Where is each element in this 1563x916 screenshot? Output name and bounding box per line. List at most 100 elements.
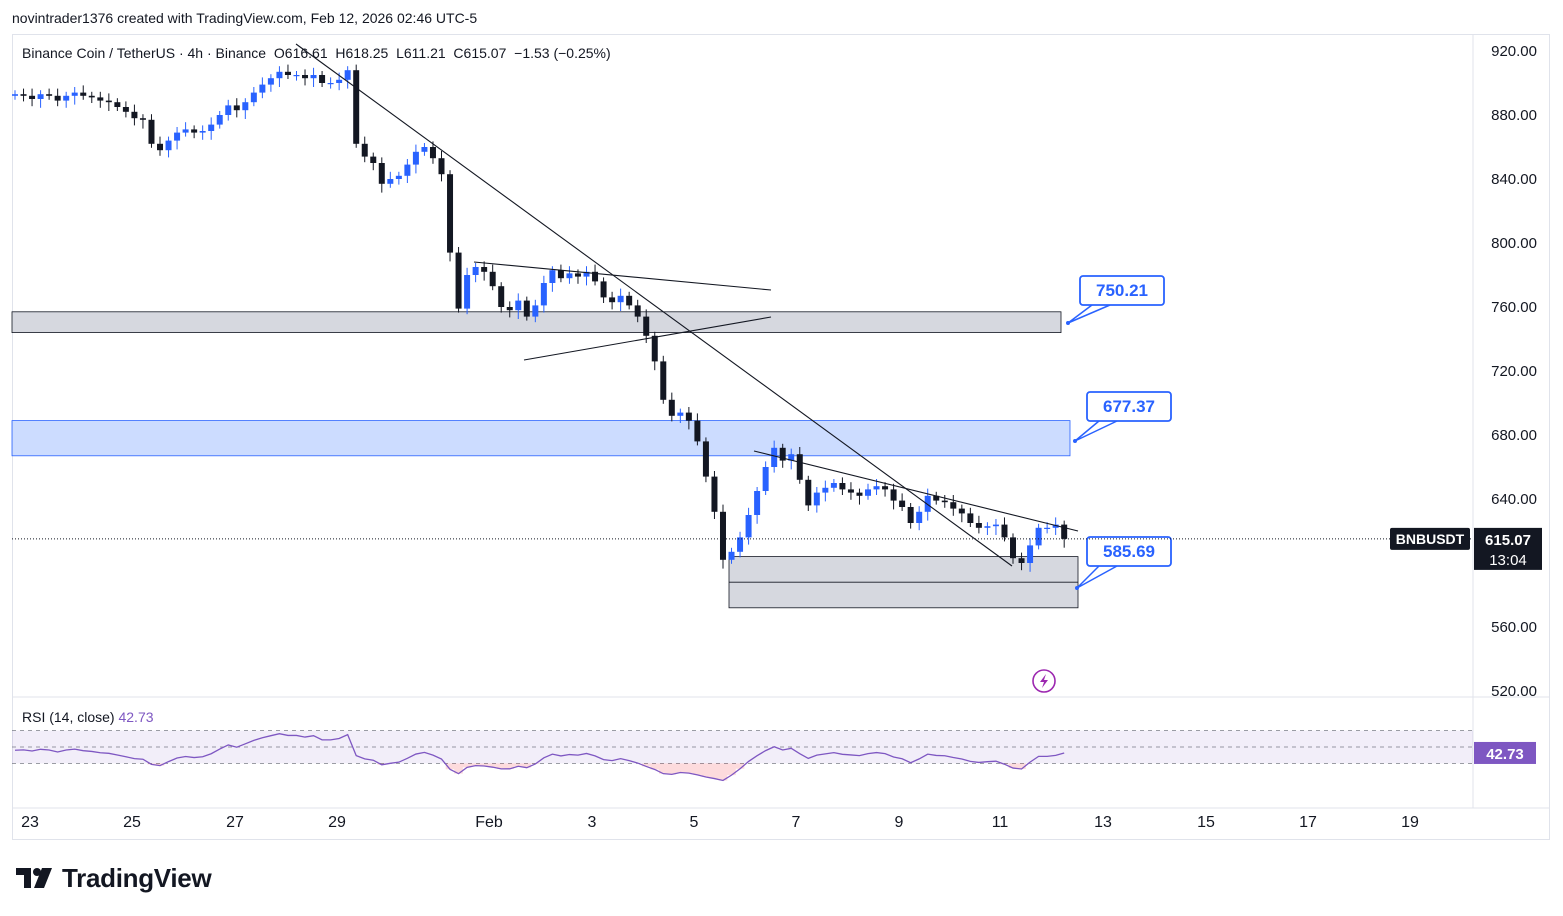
candle-body [174,132,181,141]
candle-body [105,100,112,103]
candle-body [395,175,402,179]
candles-layer [12,64,1068,572]
candle-body [114,102,121,107]
candle-body [685,412,692,421]
callout-box [1079,275,1165,306]
candle-body [225,105,232,115]
candle-body [71,92,78,96]
callout-anchor [1073,439,1077,443]
candle-body [88,95,95,98]
price-axis[interactable]: 920.00 880.00 840.00 800.00 760.00 720.00 680.… [1491,43,1537,700]
rsi-layer [12,730,1473,782]
candle-body [182,129,189,133]
triangle-upper-line [473,261,772,291]
price-badge: 615.07 13:04 [1474,527,1542,570]
callout-pointer [1074,420,1118,442]
candle-body [472,267,479,275]
candle-body [788,454,795,461]
tradingview-logo-icon [16,868,52,888]
candle-body [199,131,206,133]
lightning-icon[interactable] [1032,669,1056,693]
candle-body [515,300,522,311]
candle-body [387,179,394,184]
candle-body [540,283,547,306]
candle-body [737,537,744,552]
candle-body [216,115,223,125]
candle-body [12,94,18,96]
candle-body [404,164,411,176]
downtrend-line [295,43,1013,567]
candle-body [924,495,931,512]
callout-pointer [1067,304,1111,324]
rsi-badge: 42.73 [1474,741,1536,764]
candle-body [549,270,556,283]
candle-body [1052,524,1059,528]
rsi-oversold-fill [147,763,1026,781]
time-tick-label: 7 [792,814,801,831]
tradingview-logo[interactable]: TradingView [16,863,212,893]
candle-body [950,502,957,509]
price-tick-label: 640.00 [1491,491,1537,508]
candle-body [839,483,846,490]
ticker-label: BNBUSDT [1396,531,1465,547]
callout-price-label: 585.69 [1103,542,1155,561]
time-tick-label: 13 [1094,814,1112,831]
candle-body [856,492,863,496]
candle-body [899,500,906,507]
candle-body [46,94,53,96]
candle-body [344,70,351,80]
callout-price-label: 677.37 [1103,397,1155,416]
rsi-legend[interactable]: RSI (14, close) 42.73 [22,709,154,725]
candle-body [574,273,581,277]
price-tick-label: 800.00 [1491,235,1537,252]
candle-body [1035,527,1042,546]
candle-body [609,297,616,303]
candle-body [958,508,965,514]
candle-body [353,70,360,144]
price-tick-label: 840.00 [1491,171,1537,188]
candle-body [1010,537,1017,559]
candle-body [813,492,820,506]
candle-body [822,487,829,493]
candle-body [532,305,539,317]
candle-body [660,361,667,400]
price-tick-label: 520.00 [1491,683,1537,700]
candle-body [412,151,419,165]
time-tick-label: 3 [588,814,597,831]
candle-body [1018,558,1025,563]
candle-body [464,275,471,309]
symbol-title: Binance Coin / TetherUS · 4h · Binance [22,45,267,61]
candle-body [63,95,70,101]
candle-body [617,295,624,303]
rsi-title: RSI (14, close) [22,709,115,725]
time-tick-label: 17 [1299,814,1317,831]
candle-body [933,495,940,501]
symbol-legend[interactable]: Binance Coin / TetherUS · 4h · Binance O… [22,45,611,61]
price-tick-label: 760.00 [1491,299,1537,316]
candle-body [634,305,641,317]
candle-body [131,111,138,119]
chart-credit: novintrader1376 created with TradingView… [12,10,478,26]
ohlc-values: O616.61 H618.25 L611.21 C615.07 −1.53 (−… [273,45,611,61]
candle-body [1001,524,1008,538]
time-tick-label: Feb [475,814,503,831]
candle-body [523,300,530,317]
time-axis[interactable]: 23 25 27 29 Feb 3 5 7 9 11 13 15 17 19 [21,814,1419,831]
candle-body [29,95,36,99]
candle-body [830,483,837,488]
time-tick-label: 15 [1197,814,1215,831]
candle-body [310,75,317,79]
candle-body [498,286,505,307]
candle-body [447,174,454,253]
candle-body [865,489,871,496]
candle-body [882,486,889,490]
candle-body [796,454,803,480]
candle-body [259,84,266,93]
candle-body [626,295,633,306]
time-tick-label: 9 [895,814,904,831]
candle-body [907,507,914,523]
candle-body [336,79,343,83]
candle-body [651,335,658,362]
time-tick-label: 29 [328,814,346,831]
